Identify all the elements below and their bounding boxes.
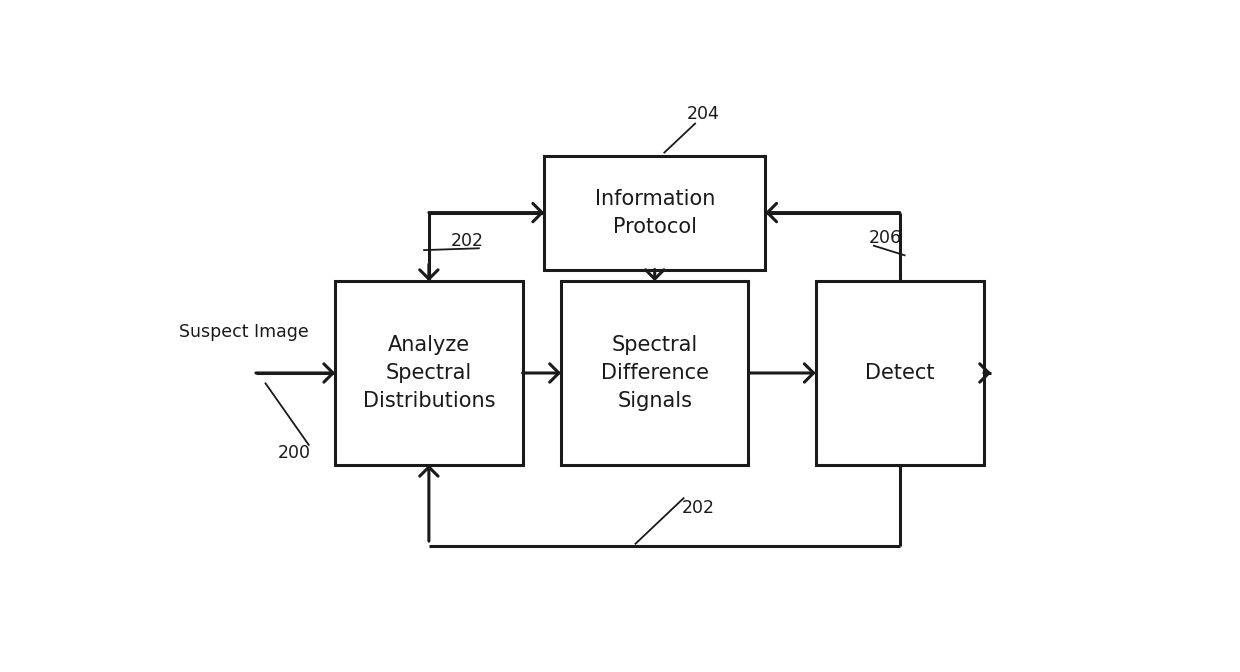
Text: 202: 202 — [451, 232, 484, 250]
Text: 204: 204 — [686, 106, 719, 123]
Text: Analyze
Spectral
Distributions: Analyze Spectral Distributions — [362, 335, 495, 411]
Bar — [335, 281, 522, 465]
Text: 206: 206 — [869, 229, 901, 247]
Text: Information
Protocol: Information Protocol — [594, 189, 715, 237]
Text: Suspect Image: Suspect Image — [179, 323, 309, 341]
Text: 200: 200 — [278, 444, 311, 462]
Bar — [816, 281, 983, 465]
Text: Detect: Detect — [866, 363, 935, 383]
Bar — [560, 281, 749, 465]
Text: 202: 202 — [682, 499, 714, 517]
Text: Spectral
Difference
Signals: Spectral Difference Signals — [600, 335, 709, 411]
Bar — [544, 156, 765, 269]
